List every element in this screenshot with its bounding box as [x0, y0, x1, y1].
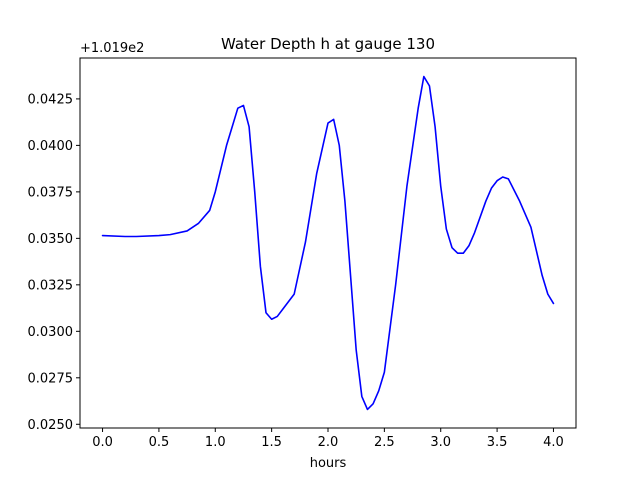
x-tick-label: 2.5 — [374, 435, 395, 450]
y-tick-label: 0.0425 — [28, 92, 74, 107]
y-tick-label: 0.0300 — [28, 325, 74, 340]
x-tick-label: 4.0 — [543, 435, 564, 450]
y-tick-label: 0.0325 — [28, 278, 74, 293]
x-axis-label: hours — [310, 456, 347, 471]
y-axis-offset-label: +1.019e2 — [80, 41, 144, 56]
x-tick-label: 3.0 — [430, 435, 451, 450]
x-tick-label: 3.5 — [487, 435, 508, 450]
y-tick-label: 0.0375 — [28, 185, 74, 200]
y-tick-label: 0.0400 — [28, 139, 74, 154]
x-tick-label: 1.5 — [261, 435, 282, 450]
y-tick-label: 0.0275 — [28, 371, 74, 386]
plot-area: 0.0 0.5 1.0 1.5 2.0 2.5 3.0 3.5 4.0 0.0250 0.0275 0… — [28, 57, 577, 450]
x-tick-label: 2.0 — [318, 435, 339, 450]
x-tick-label: 0.5 — [149, 435, 170, 450]
series-line-0 — [101, 75, 555, 411]
y-tick-label: 0.0350 — [28, 232, 74, 247]
x-tick-label: 1.0 — [205, 435, 226, 450]
x-tick-label: 0.0 — [92, 435, 113, 450]
y-tick-label: 0.0250 — [28, 418, 74, 433]
chart-title: Water Depth h at gauge 130 — [221, 35, 435, 53]
